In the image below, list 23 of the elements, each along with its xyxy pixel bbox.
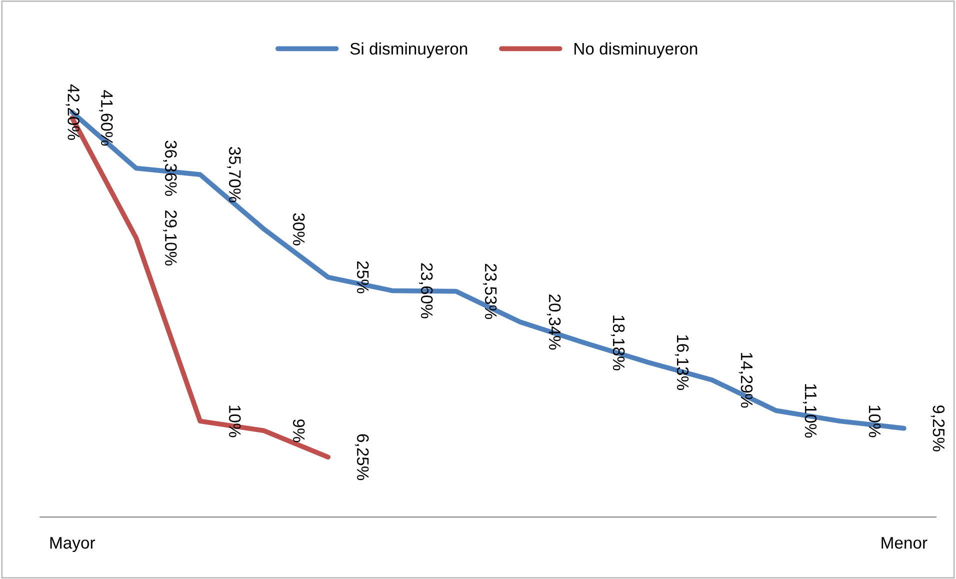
legend-label: No disminuyeron [574,42,698,58]
data-label: 20,34% [546,294,561,350]
data-label: 25% [356,261,369,294]
data-label: 30% [292,213,305,246]
data-label: 16,13% [674,335,689,390]
data-label: 18,18% [610,316,625,370]
data-label: 14,29% [738,352,753,408]
x-tick-label: Menor [882,537,928,549]
data-label: 29,10% [163,210,177,266]
data-label: 6,25% [354,434,369,480]
data-label: 11,10% [802,384,817,438]
data-label: 23,60% [418,263,433,318]
data-label: 10% [868,406,881,438]
data-label: 9% [292,419,305,442]
data-label: 10% [228,406,241,438]
data-label: 35,70% [227,146,241,202]
legend-label: Si disminuyeron [350,42,468,58]
data-label: 36,36% [163,140,177,196]
data-label: 42,20% [66,84,80,140]
data-label: 23,53% [482,264,497,319]
data-label: 41,60% [99,90,113,146]
x-tick-label: Mayor [50,537,96,552]
data-label: 9,25% [930,405,945,452]
